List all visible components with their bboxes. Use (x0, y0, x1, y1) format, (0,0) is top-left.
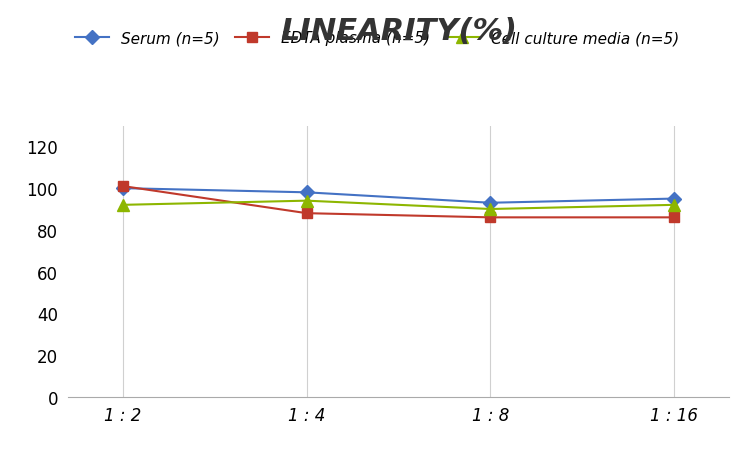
Cell culture media (n=5) (486, 207, 495, 212)
Serum (n=5) (302, 190, 311, 196)
Line: EDTA plasma (n=5): EDTA plasma (n=5) (118, 182, 679, 223)
Line: Serum (n=5): Serum (n=5) (118, 184, 679, 208)
EDTA plasma (n=5) (302, 211, 311, 216)
Legend: Serum (n=5), EDTA plasma (n=5), Cell culture media (n=5): Serum (n=5), EDTA plasma (n=5), Cell cul… (75, 31, 680, 46)
Serum (n=5) (670, 197, 679, 202)
Text: LINEARITY(%): LINEARITY(%) (280, 17, 517, 46)
EDTA plasma (n=5) (118, 184, 127, 189)
Serum (n=5) (118, 186, 127, 191)
Line: Cell culture media (n=5): Cell culture media (n=5) (117, 196, 680, 215)
Cell culture media (n=5) (302, 198, 311, 204)
EDTA plasma (n=5) (670, 215, 679, 221)
Cell culture media (n=5) (670, 202, 679, 208)
EDTA plasma (n=5) (486, 215, 495, 221)
Cell culture media (n=5) (118, 202, 127, 208)
Serum (n=5) (486, 201, 495, 206)
